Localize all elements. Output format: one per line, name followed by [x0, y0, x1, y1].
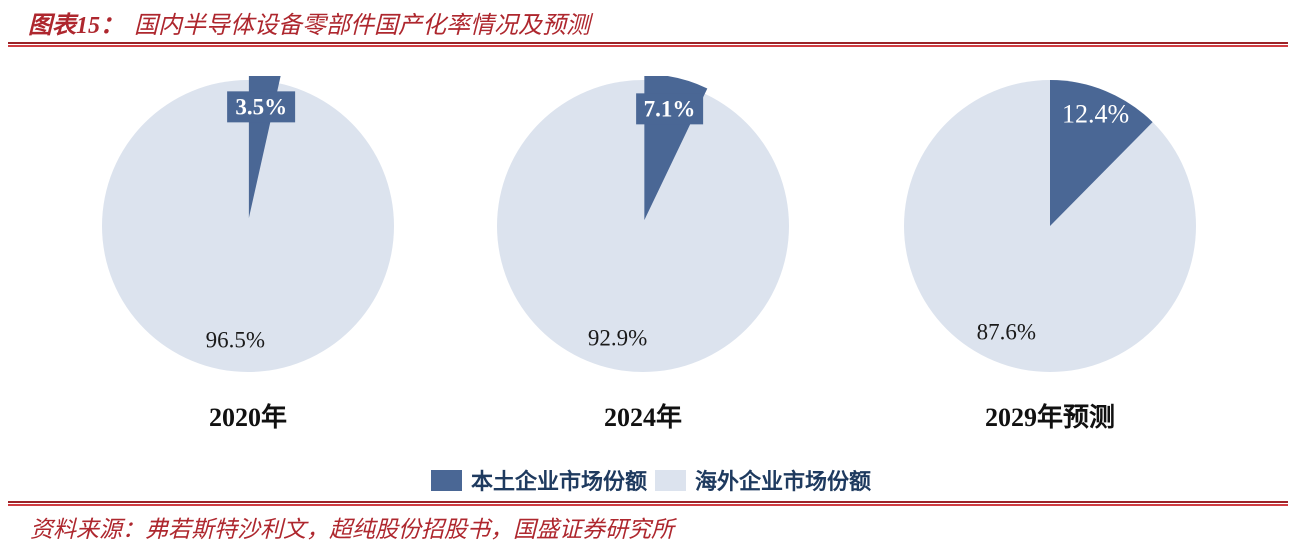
domestic-share-label: 12.4%: [1062, 99, 1130, 129]
pie-year-label: 2024年: [603, 403, 682, 432]
figure-source: 资料来源：弗若斯特沙利文，超纯股份招股书，国盛证券研究所: [30, 510, 674, 544]
domestic-share-label: 3.5%: [227, 91, 296, 123]
source-prefix: 资料来源：: [30, 517, 145, 542]
slice-domestic: [1050, 80, 1153, 226]
footer-rule: [8, 501, 1288, 506]
figure-title-text: 国内半导体设备零部件国产化率情况及预测: [134, 13, 590, 39]
header-rule: [8, 42, 1288, 47]
figure-title-index: 图表15：: [28, 13, 124, 39]
slice-overseas: [497, 80, 789, 372]
slice-overseas: [102, 80, 394, 372]
legend-item-domestic: 本土企业市场份额: [430, 464, 647, 496]
chart-legend: 本土企业市场份额 海外企业市场份额: [0, 464, 1302, 496]
pie-year-label: 2020年: [208, 403, 287, 432]
source-text: 弗若斯特沙利文，超纯股份招股书，国盛证券研究所: [145, 517, 674, 542]
legend-swatch-overseas: [655, 469, 686, 491]
pie-year-label: 2029年预测: [984, 403, 1115, 432]
overseas-share-label: 92.9%: [587, 325, 648, 351]
legend-label-domestic: 本土企业市场份额: [470, 469, 647, 494]
domestic-share-label: 7.1%: [635, 93, 704, 125]
figure-title: 图表15： 国内半导体设备零部件国产化率情况及预测: [28, 5, 590, 40]
legend-label-overseas: 海外企业市场份额: [695, 469, 872, 494]
pie-chart-3: [904, 80, 1196, 372]
overseas-share-label: 87.6%: [976, 319, 1037, 345]
legend-swatch-domestic: [430, 469, 462, 491]
overseas-share-label: 96.5%: [205, 327, 266, 353]
legend-item-overseas: 海外企业市场份额: [655, 464, 871, 496]
